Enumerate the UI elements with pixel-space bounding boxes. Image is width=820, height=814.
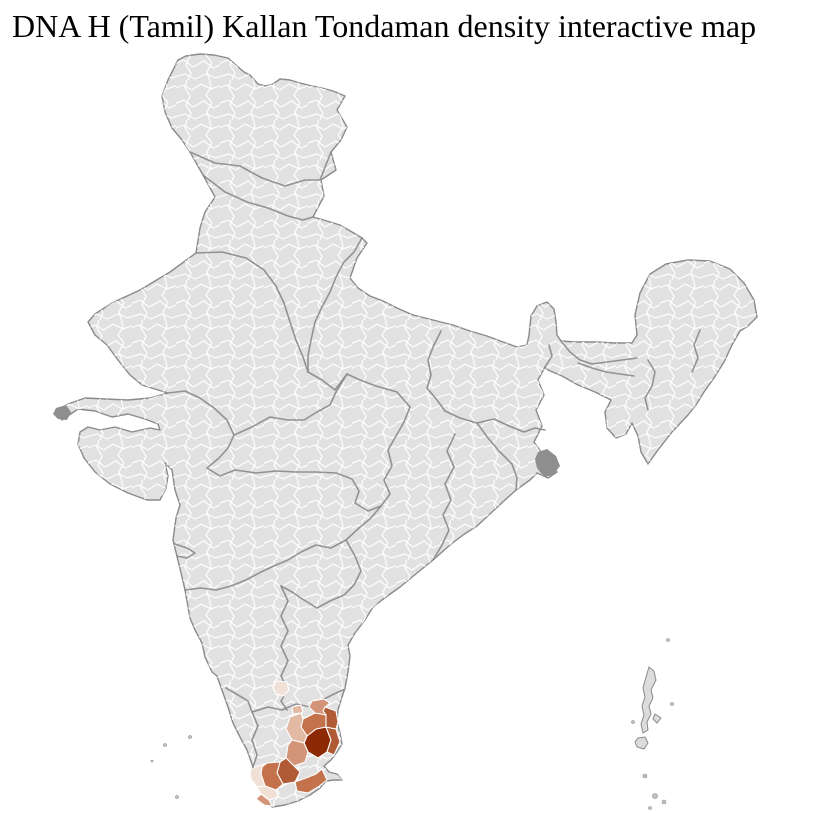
density-districts: [249, 680, 341, 807]
density-district[interactable]: [272, 680, 290, 697]
island: [652, 713, 662, 724]
island: [652, 793, 658, 799]
density-district[interactable]: [255, 793, 273, 807]
page-title: DNA H (Tamil) Kallan Tondaman density in…: [12, 8, 757, 44]
sundarbans-patch: [535, 449, 560, 477]
marsh-patches: [53, 405, 560, 477]
island: [642, 773, 648, 779]
density-district[interactable]: [285, 712, 308, 744]
island: [188, 735, 192, 739]
island: [175, 795, 179, 799]
lakshadweep-islands: [150, 735, 192, 799]
island: [666, 638, 670, 642]
density-district[interactable]: [308, 698, 331, 716]
island: [634, 736, 649, 750]
district-boundaries-texture: [57, 54, 757, 807]
kutch-tip-patch: [53, 405, 71, 420]
island: [640, 666, 657, 734]
island: [670, 702, 674, 706]
island: [631, 720, 635, 724]
island: [163, 743, 167, 747]
state-borders: [167, 151, 701, 795]
andaman-nicobar-islands: [631, 638, 674, 810]
island: [661, 799, 667, 805]
island: [150, 759, 154, 763]
density-district[interactable]: [291, 704, 304, 715]
island: [648, 806, 652, 810]
density-district[interactable]: [294, 768, 328, 794]
